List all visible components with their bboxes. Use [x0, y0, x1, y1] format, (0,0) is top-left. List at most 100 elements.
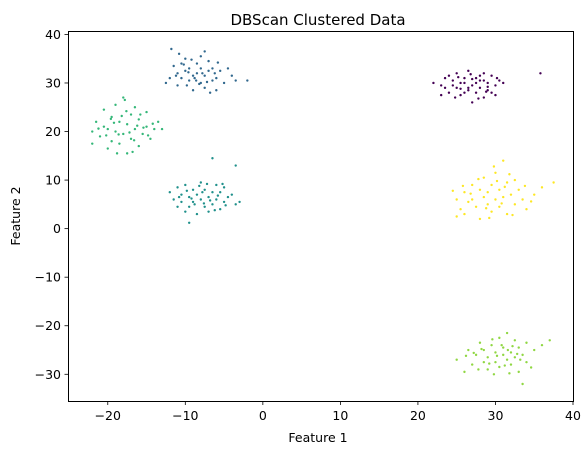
data-point	[199, 181, 203, 184]
x-tick-label: −20	[95, 408, 121, 423]
data-point	[129, 113, 133, 116]
data-point	[226, 67, 230, 70]
data-point	[203, 50, 206, 53]
data-point	[170, 47, 173, 51]
data-point	[207, 210, 210, 213]
data-point	[102, 125, 106, 128]
data-point	[502, 159, 505, 162]
data-point	[529, 200, 533, 203]
data-point	[109, 117, 113, 121]
data-point	[471, 84, 474, 87]
data-point	[153, 127, 156, 131]
data-point	[455, 358, 458, 361]
data-point	[205, 182, 209, 186]
data-point	[91, 142, 94, 145]
data-point	[203, 86, 206, 90]
data-point	[191, 200, 195, 204]
data-point	[106, 147, 109, 150]
data-point	[203, 74, 206, 77]
data-point	[187, 195, 191, 199]
data-point	[177, 195, 181, 199]
data-point	[517, 188, 520, 191]
data-point	[98, 135, 102, 138]
data-point	[461, 184, 465, 188]
data-point	[180, 76, 183, 80]
data-point	[505, 331, 509, 335]
data-point	[502, 195, 505, 199]
data-point	[482, 79, 486, 82]
data-point	[486, 203, 489, 206]
data-point	[494, 360, 497, 364]
data-point	[156, 120, 160, 124]
data-point	[478, 86, 482, 90]
data-point	[453, 96, 457, 99]
data-point	[484, 207, 488, 210]
data-point	[492, 373, 496, 376]
data-point	[488, 362, 491, 365]
data-point	[490, 210, 493, 213]
data-point	[125, 123, 129, 126]
data-point	[498, 188, 501, 191]
data-point	[211, 67, 214, 70]
data-point	[141, 132, 144, 136]
data-point	[168, 76, 171, 80]
data-point	[447, 91, 451, 94]
data-point	[459, 87, 462, 91]
data-point	[149, 137, 152, 141]
data-point	[467, 348, 470, 352]
data-point	[498, 205, 501, 208]
data-point	[216, 61, 220, 64]
data-point	[213, 208, 216, 212]
data-point	[513, 178, 517, 182]
data-point	[484, 90, 488, 93]
data-point	[459, 81, 462, 85]
x-tick-label: −10	[172, 408, 198, 423]
data-point	[203, 188, 206, 191]
data-point	[133, 127, 137, 131]
data-point	[205, 80, 209, 84]
data-point	[494, 84, 497, 87]
data-point	[517, 346, 520, 349]
data-point	[457, 75, 460, 79]
data-point	[463, 370, 466, 374]
data-point	[506, 348, 510, 352]
data-point	[120, 114, 123, 118]
data-point	[486, 368, 489, 371]
data-point	[182, 63, 185, 66]
data-point	[199, 67, 203, 70]
plot-frame	[68, 31, 574, 402]
x-tick-label: 30	[488, 408, 504, 423]
plot-area	[91, 47, 555, 386]
data-point	[131, 150, 134, 154]
data-point	[222, 186, 226, 189]
data-point	[521, 353, 524, 357]
x-axis: −20 −10 0 10 20 30 40	[95, 401, 581, 423]
data-point	[219, 69, 222, 73]
data-point	[469, 192, 472, 195]
data-point	[533, 193, 536, 196]
data-point	[439, 93, 443, 97]
data-point	[160, 127, 164, 131]
data-point	[505, 358, 509, 361]
data-point	[478, 188, 482, 191]
data-point	[195, 212, 199, 216]
data-point	[180, 200, 183, 204]
data-point	[463, 212, 466, 216]
data-point	[221, 182, 224, 186]
data-point	[234, 79, 237, 82]
data-point	[477, 368, 480, 371]
data-point	[177, 52, 181, 56]
data-point	[246, 79, 249, 82]
data-point	[185, 84, 189, 87]
data-point	[447, 74, 451, 77]
data-point	[174, 74, 178, 77]
data-point	[146, 134, 150, 137]
data-point	[490, 343, 493, 347]
data-point	[94, 120, 98, 124]
x-tick-label: 0	[259, 408, 267, 423]
data-point	[187, 205, 191, 208]
data-point	[202, 202, 206, 205]
data-point	[498, 79, 501, 82]
x-tick-label: 10	[332, 408, 348, 423]
data-point	[455, 72, 458, 75]
